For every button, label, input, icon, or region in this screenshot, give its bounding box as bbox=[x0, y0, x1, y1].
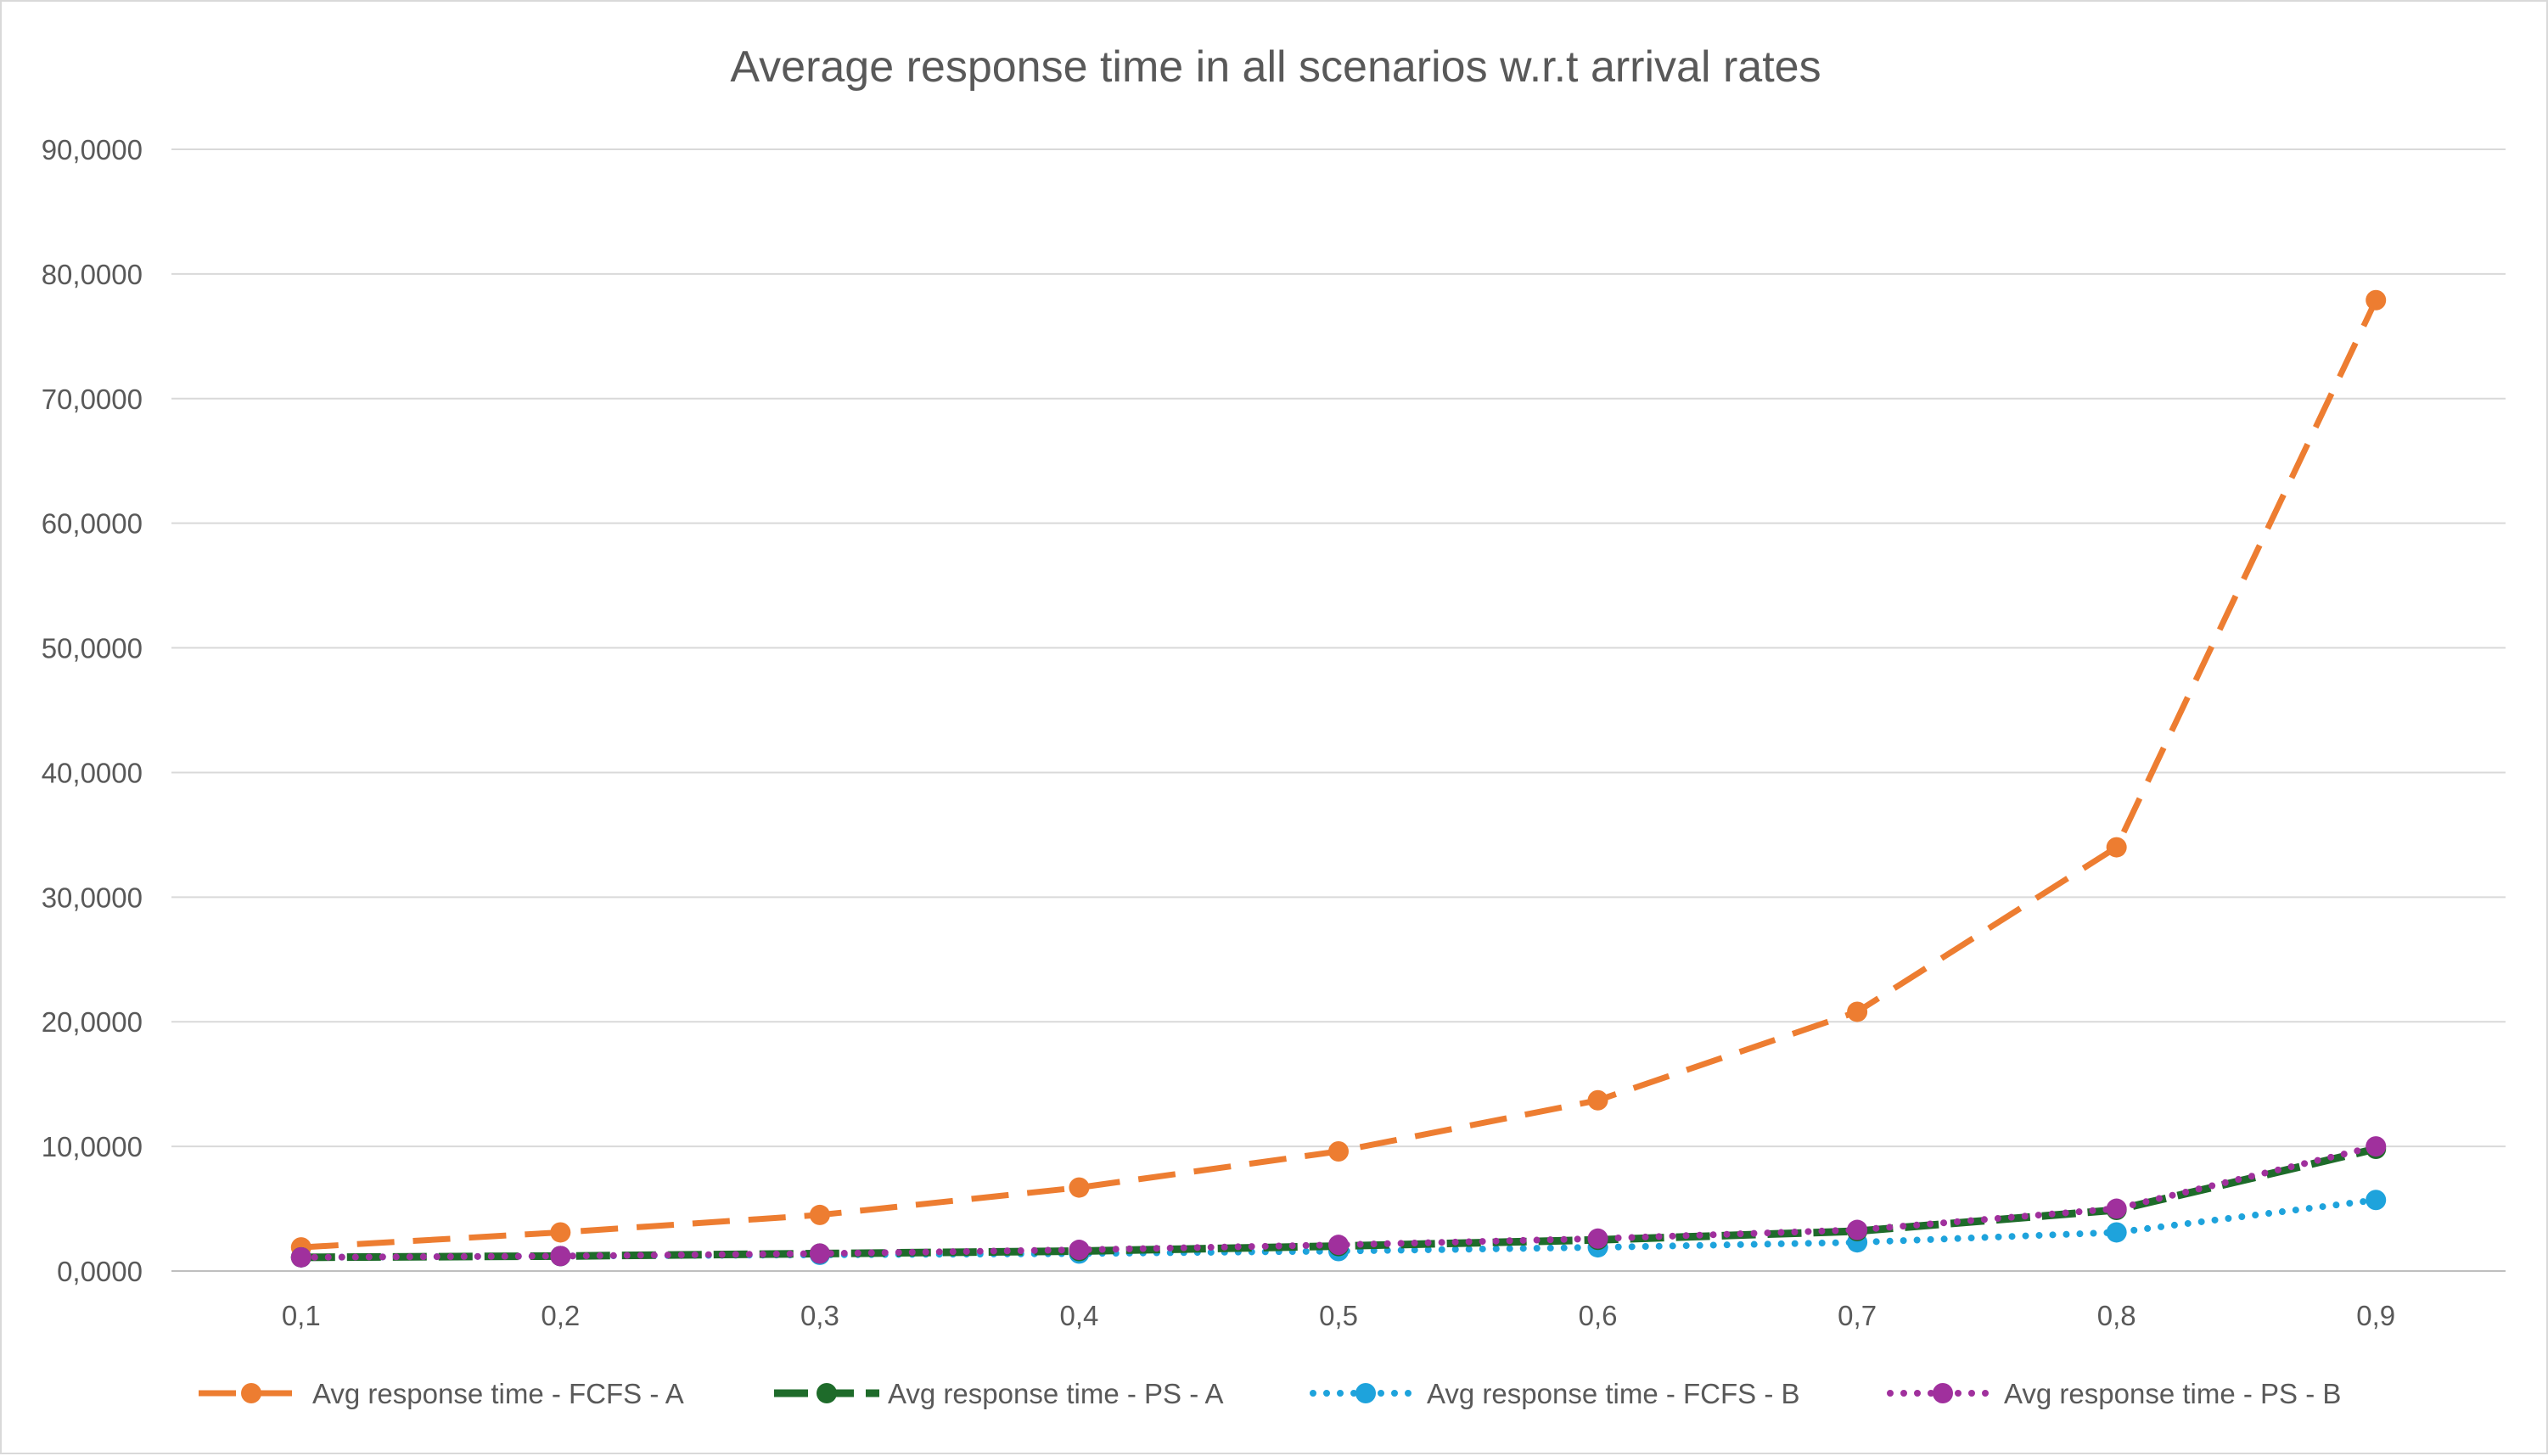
y-tick-label: 20,0000 bbox=[42, 1006, 143, 1038]
data-point bbox=[2106, 837, 2127, 858]
legend-item: Avg response time - PS - A bbox=[774, 1378, 1224, 1409]
legend-item: Avg response time - FCFS - A bbox=[199, 1378, 684, 1409]
y-tick-label: 70,0000 bbox=[42, 384, 143, 415]
data-point bbox=[809, 1204, 830, 1225]
data-point bbox=[1847, 1001, 1868, 1022]
x-tick-label: 0,9 bbox=[2356, 1300, 2395, 1331]
data-point bbox=[809, 1243, 830, 1264]
x-tick-label: 0,1 bbox=[282, 1300, 321, 1331]
x-tick-label: 0,3 bbox=[800, 1300, 839, 1331]
series-1 bbox=[290, 289, 2387, 1258]
series-lines bbox=[290, 289, 2387, 1268]
x-tick-label: 0,6 bbox=[1579, 1300, 1618, 1331]
legend-label: Avg response time - PS - A bbox=[888, 1378, 1224, 1409]
legend-label: Avg response time - PS - B bbox=[2004, 1378, 2341, 1409]
y-tick-label: 0,0000 bbox=[57, 1256, 143, 1287]
y-tick-label: 50,0000 bbox=[42, 633, 143, 664]
legend-label: Avg response time - FCFS - B bbox=[1427, 1378, 1800, 1409]
data-point bbox=[2366, 1190, 2387, 1211]
legend-label: Avg response time - FCFS - A bbox=[312, 1378, 684, 1409]
legend-swatch-marker bbox=[1355, 1383, 1376, 1403]
legend-swatch-marker bbox=[241, 1383, 261, 1403]
gridlines bbox=[171, 148, 2506, 1272]
legend-swatch-marker bbox=[817, 1383, 837, 1403]
y-tick-label: 30,0000 bbox=[42, 882, 143, 913]
x-tick-label: 0,2 bbox=[541, 1300, 580, 1331]
x-axis-tick-labels: 0,1 0,2 0,3 0,4 0,5 0,6 0,7 0,8 0,9 bbox=[282, 1300, 2395, 1331]
data-point bbox=[2106, 1222, 2127, 1243]
x-tick-label: 0,7 bbox=[1838, 1300, 1877, 1331]
data-point bbox=[550, 1246, 571, 1267]
legend-item: Avg response time - PS - B bbox=[1887, 1378, 2341, 1409]
legend-swatch-marker bbox=[1933, 1383, 1953, 1403]
data-point bbox=[2366, 1136, 2387, 1157]
x-tick-label: 0,5 bbox=[1319, 1300, 1358, 1331]
y-tick-label: 40,0000 bbox=[42, 757, 143, 788]
chart-title: Average response time in all scenarios w… bbox=[730, 42, 1821, 92]
y-axis-tick-labels: 0,0000 10,0000 20,0000 30,0000 40,0000 50,000… bbox=[42, 134, 143, 1287]
data-point bbox=[290, 1246, 311, 1268]
data-point bbox=[1328, 1140, 1349, 1162]
data-point bbox=[550, 1222, 571, 1243]
data-point bbox=[1847, 1219, 1868, 1240]
y-tick-label: 60,0000 bbox=[42, 508, 143, 540]
legend-item: Avg response time - FCFS - B bbox=[1310, 1378, 1800, 1409]
data-point bbox=[1587, 1089, 1608, 1111]
x-tick-label: 0,4 bbox=[1060, 1300, 1099, 1331]
y-tick-label: 10,0000 bbox=[42, 1131, 143, 1162]
data-point bbox=[2366, 289, 2387, 311]
series-4 bbox=[290, 1136, 2387, 1268]
data-point bbox=[1069, 1177, 1090, 1198]
series-line bbox=[300, 299, 2379, 1251]
data-point bbox=[1328, 1235, 1349, 1256]
data-point bbox=[1069, 1240, 1090, 1261]
legend: Avg response time - FCFS - A Avg response… bbox=[199, 1378, 2341, 1409]
data-point bbox=[2106, 1198, 2127, 1219]
y-tick-label: 80,0000 bbox=[42, 259, 143, 290]
x-tick-label: 0,8 bbox=[2097, 1300, 2136, 1331]
data-point bbox=[1587, 1228, 1608, 1249]
y-tick-label: 90,0000 bbox=[42, 134, 143, 165]
